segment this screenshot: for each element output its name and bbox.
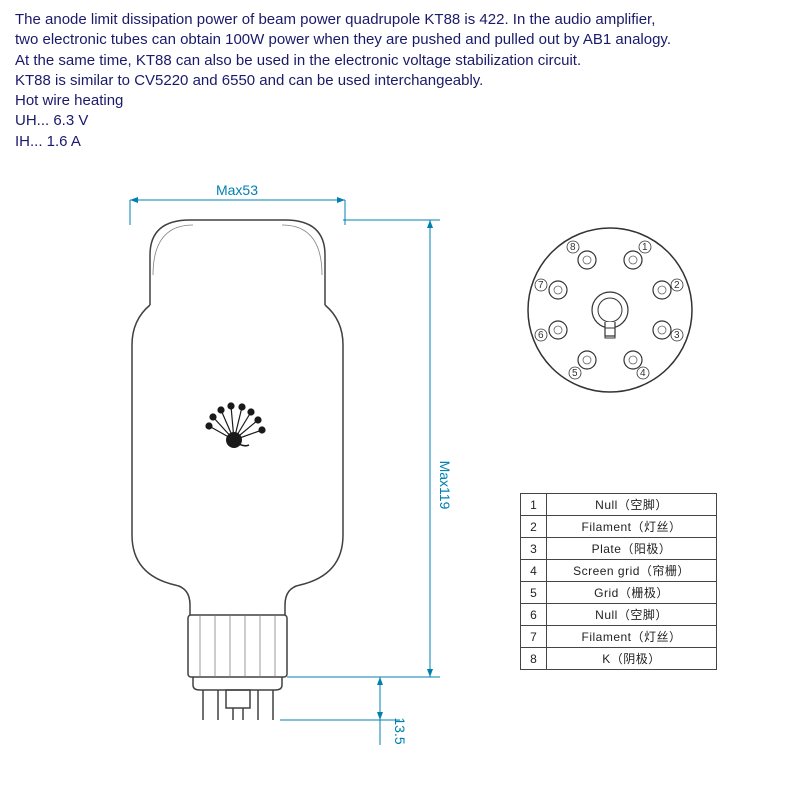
base-label: 13.5 <box>392 717 408 744</box>
pin-label-5: 5 <box>572 368 578 379</box>
pin-label-7: 7 <box>538 280 544 291</box>
current-spec: IH... 1.6 A <box>15 132 785 152</box>
heating-label: Hot wire heating <box>15 91 785 111</box>
table-row: 2Filament（灯丝） <box>521 516 717 538</box>
pin-label-4: 4 <box>640 368 646 379</box>
tube-logo <box>206 403 265 448</box>
tube-base <box>188 615 287 720</box>
pin-label-2: 2 <box>674 280 680 291</box>
pin-label-8: 8 <box>570 242 576 253</box>
table-row: 3Plate（阳极） <box>521 538 717 560</box>
table-row: 4Screen grid（帘栅） <box>521 560 717 582</box>
technical-diagram: Max53 <box>0 175 800 795</box>
pinout-diagram: 1 2 3 4 5 6 7 8 <box>528 228 692 392</box>
base-dimension: 13.5 <box>280 677 408 745</box>
width-dimension: Max53 <box>130 182 345 225</box>
description-block: The anode limit dissipation power of bea… <box>15 10 785 152</box>
voltage-spec: UH... 6.3 V <box>15 111 785 131</box>
table-row: 8K（阴极） <box>521 648 717 670</box>
table-row: 7Filament（灯丝） <box>521 626 717 648</box>
pin-label-3: 3 <box>674 330 680 341</box>
pinout-table: 1Null（空脚） 2Filament（灯丝） 3Plate（阳极） 4Scre… <box>520 493 717 670</box>
table-row: 1Null（空脚） <box>521 494 717 516</box>
table-row: 5Grid（栅极） <box>521 582 717 604</box>
desc-line-3: At the same time, KT88 can also be used … <box>15 51 785 71</box>
width-label: Max53 <box>216 182 258 198</box>
desc-line-2: two electronic tubes can obtain 100W pow… <box>15 30 785 50</box>
desc-line-1: The anode limit dissipation power of bea… <box>15 10 785 30</box>
height-dimension: Max119 <box>287 220 453 677</box>
tube-envelope <box>132 220 343 615</box>
height-label: Max119 <box>437 461 453 510</box>
table-row: 6Null（空脚） <box>521 604 717 626</box>
pin-label-6: 6 <box>538 330 544 341</box>
pin-label-1: 1 <box>642 242 648 253</box>
desc-line-4: KT88 is similar to CV5220 and 6550 and c… <box>15 71 785 91</box>
